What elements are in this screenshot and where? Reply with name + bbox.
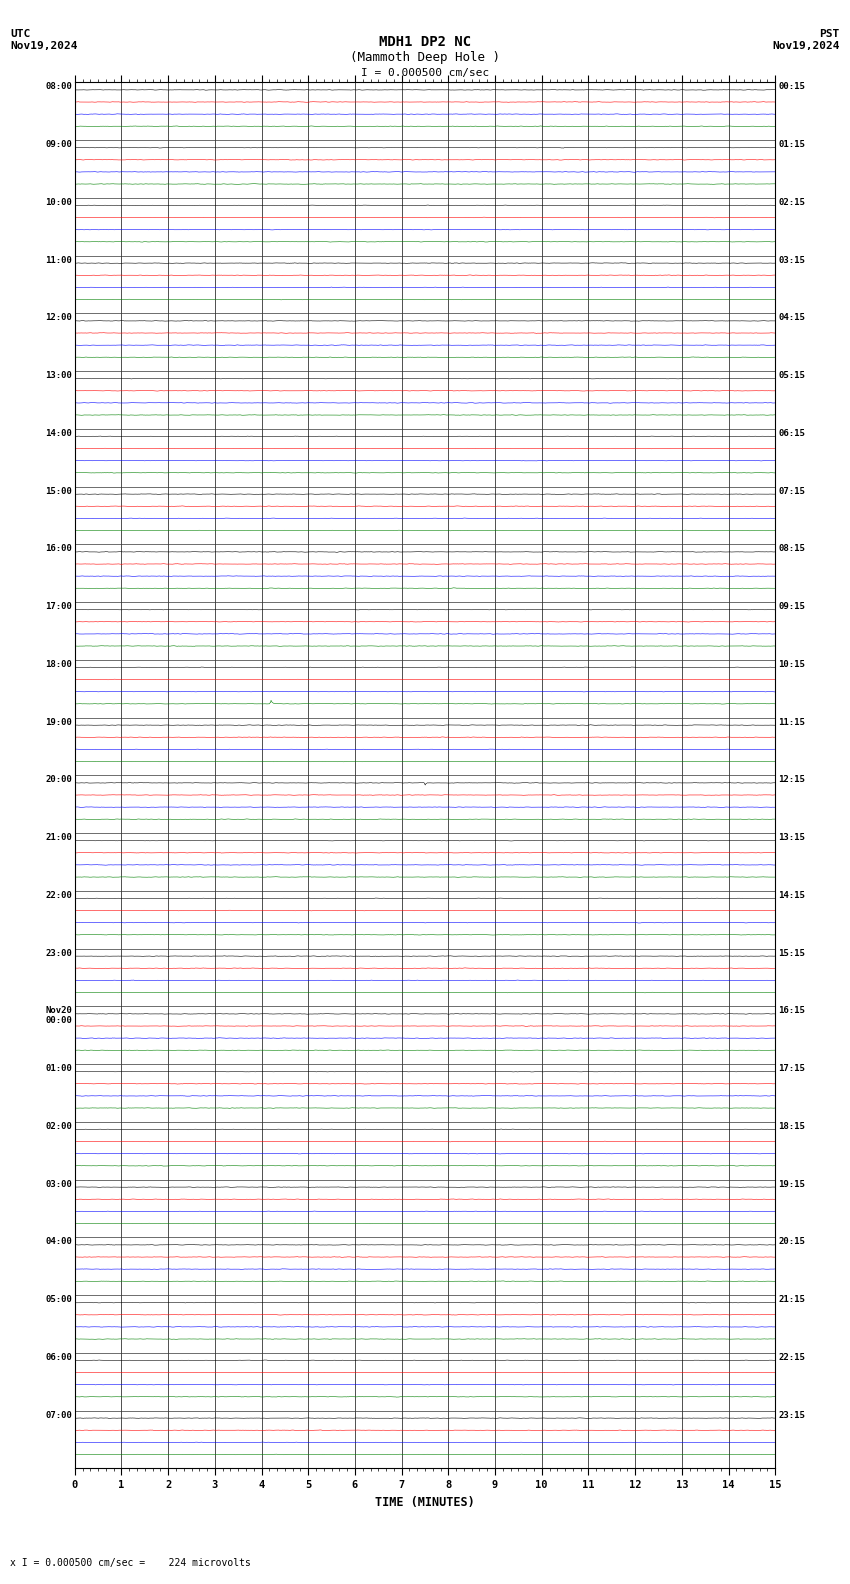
Text: 03:00: 03:00 (45, 1180, 72, 1188)
Text: 14:15: 14:15 (778, 890, 805, 900)
Text: 05:15: 05:15 (778, 371, 805, 380)
Text: 02:15: 02:15 (778, 198, 805, 208)
X-axis label: TIME (MINUTES): TIME (MINUTES) (375, 1495, 475, 1508)
Text: 10:00: 10:00 (45, 198, 72, 208)
Text: 09:00: 09:00 (45, 139, 72, 149)
Text: 04:15: 04:15 (778, 314, 805, 323)
Text: 05:00: 05:00 (45, 1296, 72, 1304)
Text: 15:15: 15:15 (778, 949, 805, 958)
Text: 20:15: 20:15 (778, 1237, 805, 1247)
Text: 19:00: 19:00 (45, 718, 72, 727)
Text: 19:15: 19:15 (778, 1180, 805, 1188)
Text: 12:00: 12:00 (45, 314, 72, 323)
Text: 06:15: 06:15 (778, 429, 805, 437)
Text: 13:00: 13:00 (45, 371, 72, 380)
Text: 21:00: 21:00 (45, 833, 72, 843)
Text: 16:15: 16:15 (778, 1006, 805, 1015)
Text: 12:15: 12:15 (778, 776, 805, 784)
Text: 22:15: 22:15 (778, 1353, 805, 1362)
Text: 10:15: 10:15 (778, 661, 805, 668)
Text: 08:15: 08:15 (778, 545, 805, 553)
Text: 17:15: 17:15 (778, 1064, 805, 1072)
Text: 18:00: 18:00 (45, 661, 72, 668)
Text: 18:15: 18:15 (778, 1121, 805, 1131)
Text: x I = 0.000500 cm/sec =    224 microvolts: x I = 0.000500 cm/sec = 224 microvolts (10, 1559, 251, 1568)
Text: 01:00: 01:00 (45, 1064, 72, 1072)
Text: 17:00: 17:00 (45, 602, 72, 611)
Text: 00:15: 00:15 (778, 82, 805, 92)
Text: 07:15: 07:15 (778, 486, 805, 496)
Text: 11:00: 11:00 (45, 255, 72, 265)
Text: 16:00: 16:00 (45, 545, 72, 553)
Text: 08:00: 08:00 (45, 82, 72, 92)
Text: 22:00: 22:00 (45, 890, 72, 900)
Text: 06:00: 06:00 (45, 1353, 72, 1362)
Text: (Mammoth Deep Hole ): (Mammoth Deep Hole ) (350, 51, 500, 63)
Text: MDH1 DP2 NC: MDH1 DP2 NC (379, 35, 471, 49)
Text: PST
Nov19,2024: PST Nov19,2024 (773, 29, 840, 51)
Text: 02:00: 02:00 (45, 1121, 72, 1131)
Text: 20:00: 20:00 (45, 776, 72, 784)
Text: 21:15: 21:15 (778, 1296, 805, 1304)
Text: UTC
Nov19,2024: UTC Nov19,2024 (10, 29, 77, 51)
Text: 15:00: 15:00 (45, 486, 72, 496)
Text: 07:00: 07:00 (45, 1411, 72, 1419)
Text: 11:15: 11:15 (778, 718, 805, 727)
Text: 03:15: 03:15 (778, 255, 805, 265)
Text: 23:15: 23:15 (778, 1411, 805, 1419)
Text: 14:00: 14:00 (45, 429, 72, 437)
Text: 01:15: 01:15 (778, 139, 805, 149)
Text: 04:00: 04:00 (45, 1237, 72, 1247)
Text: Nov20
00:00: Nov20 00:00 (45, 1006, 72, 1025)
Text: 23:00: 23:00 (45, 949, 72, 958)
Text: I = 0.000500 cm/sec: I = 0.000500 cm/sec (361, 68, 489, 78)
Text: 13:15: 13:15 (778, 833, 805, 843)
Text: 09:15: 09:15 (778, 602, 805, 611)
